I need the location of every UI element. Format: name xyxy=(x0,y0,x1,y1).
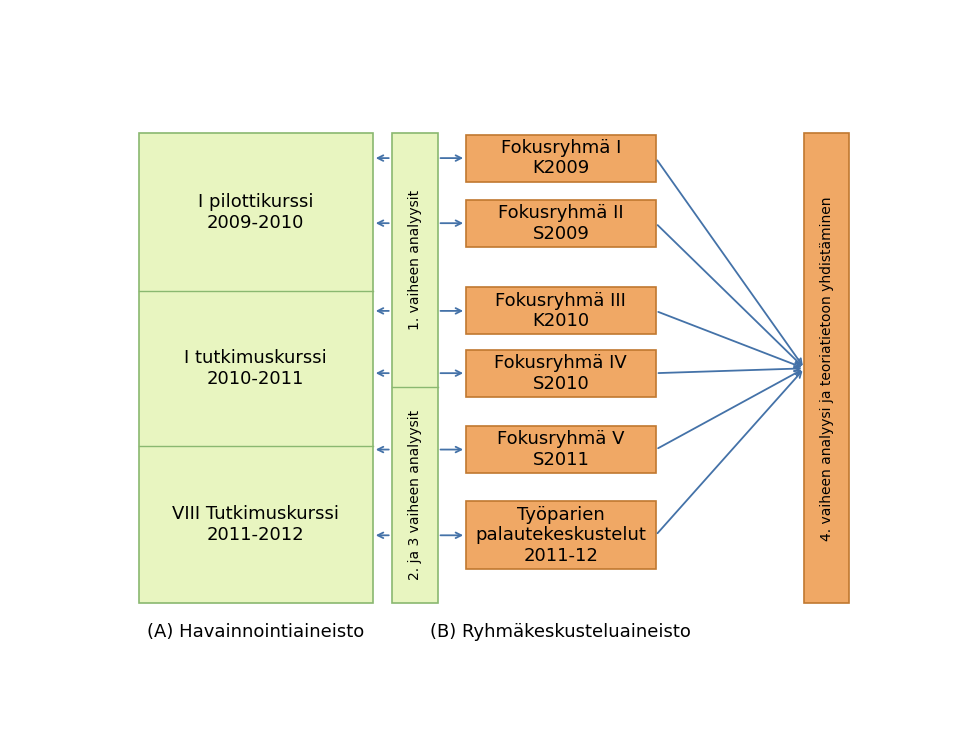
Text: VIII Tutkimuskurssi
2011-2012: VIII Tutkimuskurssi 2011-2012 xyxy=(172,505,339,544)
Text: 1. vaiheen analyysit: 1. vaiheen analyysit xyxy=(408,190,421,330)
FancyBboxPatch shape xyxy=(392,134,438,603)
Text: 4. vaiheen analyysi ja teoriatietoon yhdistäminen: 4. vaiheen analyysi ja teoriatietoon yhd… xyxy=(820,196,834,541)
FancyBboxPatch shape xyxy=(138,134,372,603)
FancyBboxPatch shape xyxy=(466,501,656,570)
FancyBboxPatch shape xyxy=(466,135,656,182)
FancyBboxPatch shape xyxy=(466,287,656,334)
Text: (A) Havainnointiaineisto: (A) Havainnointiaineisto xyxy=(147,623,365,640)
Text: Työparien
palautekeskustelut
2011-12: Työparien palautekeskustelut 2011-12 xyxy=(475,506,646,565)
Text: 2. ja 3 vaiheen analyysit: 2. ja 3 vaiheen analyysit xyxy=(408,410,421,580)
Text: Fokusryhmä II
S2009: Fokusryhmä II S2009 xyxy=(498,204,624,243)
FancyBboxPatch shape xyxy=(466,200,656,247)
Text: I pilottikurssi
2009-2010: I pilottikurssi 2009-2010 xyxy=(198,193,314,232)
Text: Fokusryhmä I
K2009: Fokusryhmä I K2009 xyxy=(500,139,621,177)
Text: Fokusryhmä IV
S2010: Fokusryhmä IV S2010 xyxy=(494,354,627,392)
Text: Fokusryhmä III
K2010: Fokusryhmä III K2010 xyxy=(495,292,626,330)
FancyBboxPatch shape xyxy=(466,426,656,473)
Text: (B) Ryhmäkeskusteluaineisto: (B) Ryhmäkeskusteluaineisto xyxy=(430,623,691,640)
FancyBboxPatch shape xyxy=(804,134,849,603)
Text: Fokusryhmä V
S2011: Fokusryhmä V S2011 xyxy=(497,430,625,469)
Text: I tutkimuskurssi
2010-2011: I tutkimuskurssi 2010-2011 xyxy=(184,349,327,388)
FancyBboxPatch shape xyxy=(466,350,656,397)
